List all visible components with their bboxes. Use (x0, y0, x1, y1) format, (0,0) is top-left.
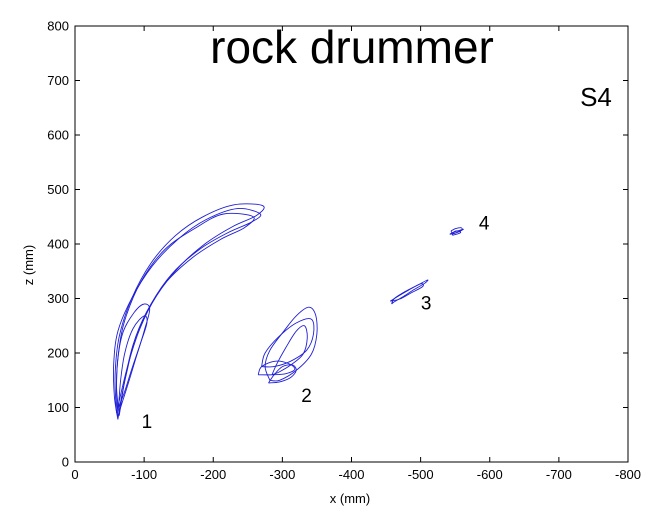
y-tick-label: 500 (47, 182, 69, 197)
x-tick-label: -700 (546, 467, 572, 482)
y-tick-label: 0 (62, 455, 69, 470)
y-axis-ticks: 0 100 200 300 400 500 600 700 800 (47, 19, 628, 470)
y-axis-label: z (mm) (21, 245, 36, 285)
x-tick-label: -100 (131, 467, 157, 482)
chart-subtitle: S4 (580, 82, 612, 112)
trace-loop (261, 318, 315, 368)
trace-3 (389, 279, 429, 305)
trace-loop (116, 303, 151, 418)
trace-loop (271, 325, 308, 376)
x-tick-label: -400 (338, 467, 364, 482)
y-tick-label: 400 (47, 237, 69, 252)
y-tick-label: 700 (47, 73, 69, 88)
trace-loop (114, 203, 265, 414)
x-tick-label: -600 (477, 467, 503, 482)
trace-loop (118, 315, 148, 408)
y-tick-label: 300 (47, 291, 69, 306)
trace-number-label: 3 (421, 293, 432, 314)
trace-loop (451, 230, 462, 236)
x-tick-label: -800 (615, 467, 641, 482)
trace-4 (449, 227, 464, 236)
trace-annotations: 1 2 3 4 (142, 213, 490, 433)
x-tick-label: -500 (408, 467, 434, 482)
trace-1 (113, 203, 265, 420)
x-tick-label: -200 (200, 467, 226, 482)
y-tick-label: 800 (47, 19, 69, 34)
trace-number-label: 1 (142, 412, 153, 433)
x-tick-label: -300 (269, 467, 295, 482)
x-tick-label: 0 (71, 467, 78, 482)
plot-area (74, 25, 629, 463)
trace-loop (268, 364, 297, 384)
trace-loop (264, 306, 318, 382)
x-axis-ticks: 0 -100 -200 -300 -400 -500 -600 -700 -800 (71, 26, 641, 482)
trace-loop (450, 227, 463, 234)
y-tick-label: 100 (47, 400, 69, 415)
x-axis-label: x (mm) (330, 491, 370, 506)
trace-number-label: 2 (301, 386, 312, 407)
trace-number-label: 4 (479, 213, 490, 234)
traces (113, 203, 464, 420)
y-tick-label: 200 (47, 346, 69, 361)
trace-loop (389, 283, 424, 302)
trace-2 (257, 306, 318, 384)
trace-loop (257, 360, 296, 376)
y-tick-label: 600 (47, 128, 69, 143)
chart-title: rock drummer (210, 21, 494, 73)
